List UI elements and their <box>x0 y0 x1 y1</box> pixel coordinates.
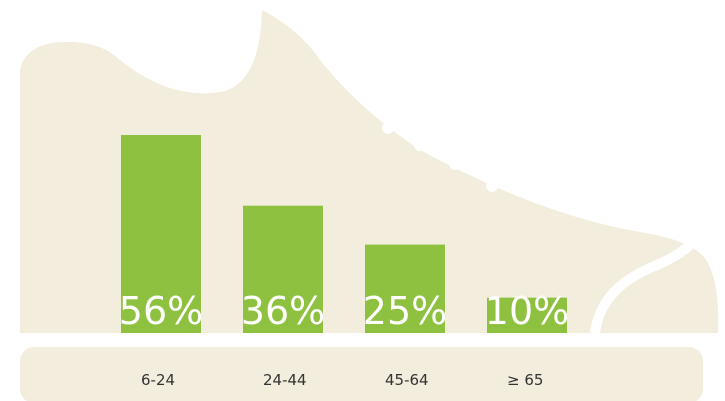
x-tick-label: 45-64 <box>385 371 429 389</box>
value-label: 25% <box>363 289 447 333</box>
value-label: 36% <box>241 289 325 333</box>
value-label: 56% <box>119 289 203 333</box>
x-tick-label: 24-44 <box>263 371 307 389</box>
chart: 56% 6-24 36% 24-44 25% 45-64 10% ≥ 65 <box>0 0 725 401</box>
x-tick-label: ≥ 65 <box>507 371 543 389</box>
shoe-sole <box>20 347 703 401</box>
x-tick-label: 6-24 <box>141 371 175 389</box>
value-label: 10% <box>485 289 569 333</box>
